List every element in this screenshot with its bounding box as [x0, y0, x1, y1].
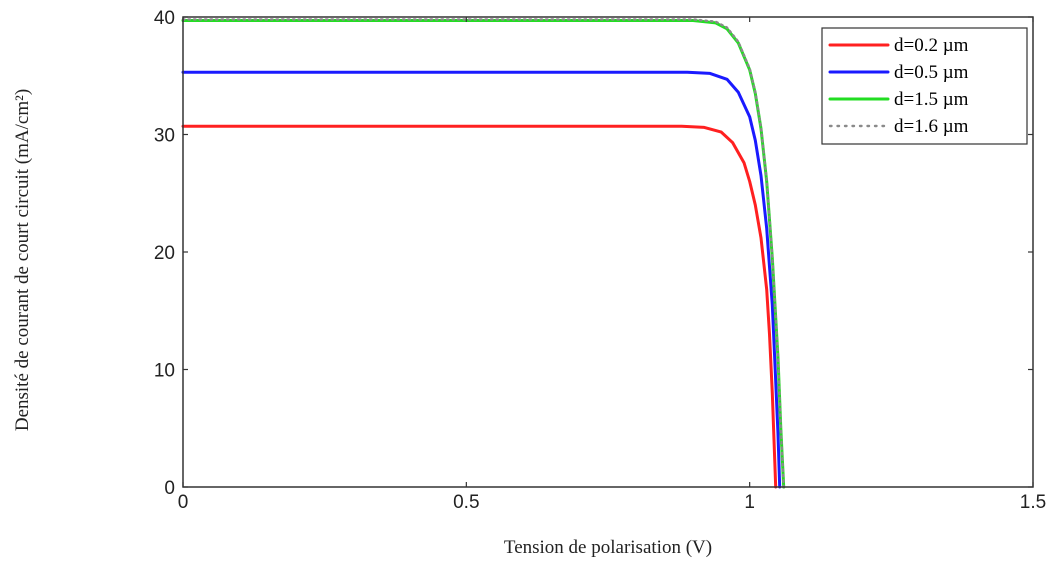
series-line-2	[181, 70, 782, 489]
legend-label: d=0.5 µm	[894, 62, 969, 83]
x-tick-label: 1.5	[1020, 492, 1046, 513]
y-tick-label: 20	[154, 243, 175, 264]
series-line-1	[181, 124, 778, 489]
legend-label: d=1.5 µm	[894, 89, 969, 110]
ticks-layer: 0 0.5 1 1.5 0 10 20 30 40	[154, 8, 1046, 513]
legend-box	[821, 27, 1028, 145]
legend-label: d=0.2 µm	[894, 35, 969, 56]
x-tick-label: 1	[744, 492, 755, 513]
y-tick-label: 40	[154, 8, 175, 29]
y-tick-label: 30	[154, 126, 175, 147]
legend: d=0.2 µm d=0.5 µm d=1.5 µm d=1.6 µm	[821, 27, 1028, 145]
y-axis-title: Densité de courant de court circuit (mA/…	[12, 89, 33, 431]
legend-label: d=1.6 µm	[894, 116, 969, 137]
x-tick-label: 0.5	[453, 492, 479, 513]
x-tick-label: 0	[178, 492, 189, 513]
x-axis-title: Tension de polarisation (V)	[504, 537, 712, 558]
series-line-4	[181, 18, 785, 489]
y-tick-label: 10	[154, 361, 175, 382]
y-tick-label: 0	[164, 478, 175, 499]
series-layer	[181, 18, 786, 489]
